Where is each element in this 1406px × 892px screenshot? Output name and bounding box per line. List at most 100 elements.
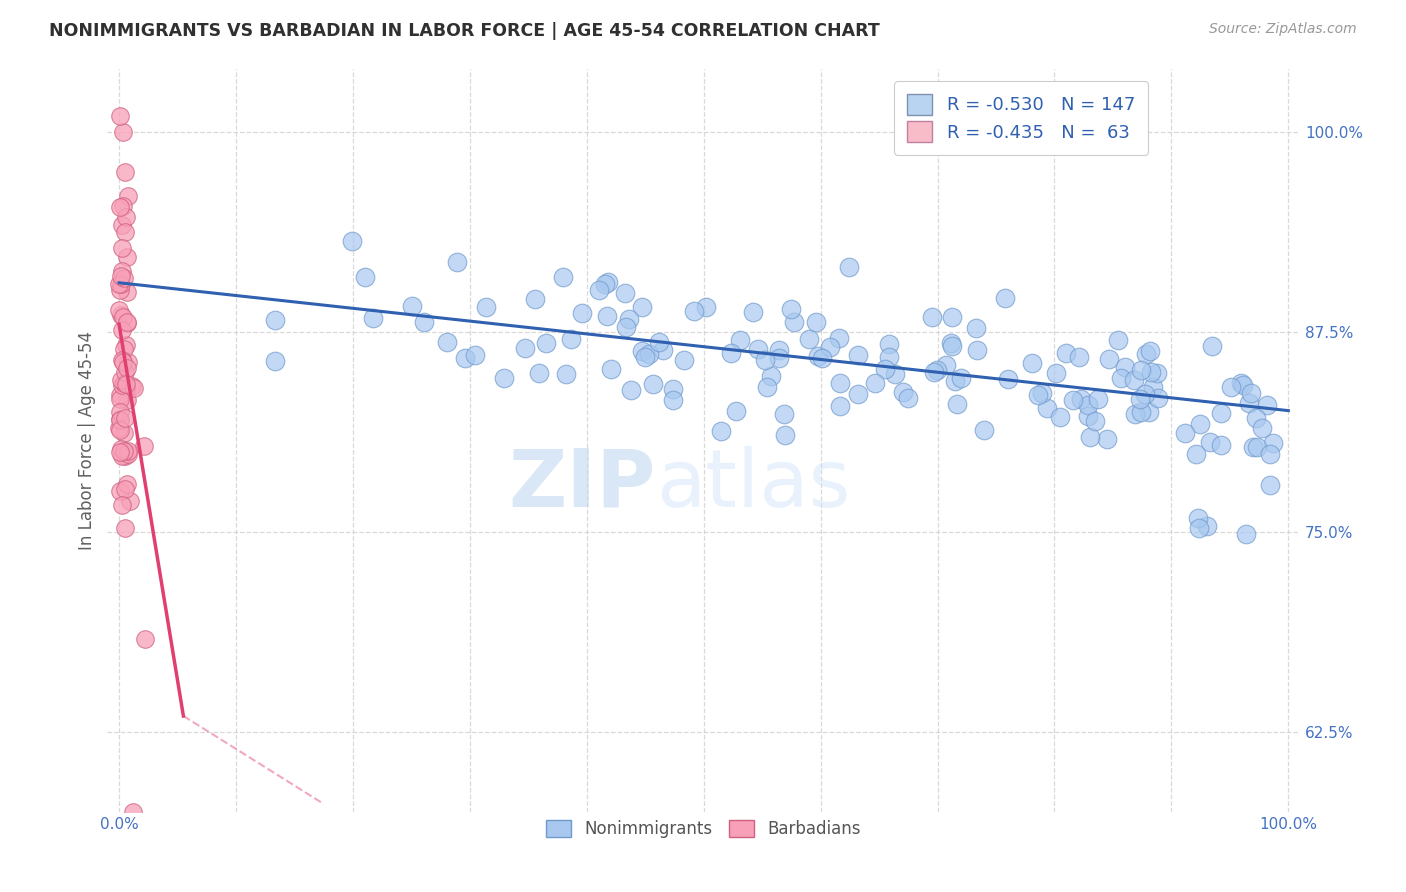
Point: [1139, 343, 1161, 358]
Point: [108, 405, 131, 419]
Point: [1209, 407, 1232, 421]
Point: [773, 428, 796, 442]
Point: [1129, 405, 1152, 419]
Point: [648, 334, 671, 349]
Point: [108, 412, 131, 426]
Point: [807, 349, 830, 363]
Point: [117, 355, 139, 369]
Point: [108, 412, 131, 426]
Point: [1187, 510, 1209, 524]
Point: [122, 381, 145, 395]
Point: [1109, 370, 1132, 384]
Point: [114, 165, 136, 179]
Point: [1199, 434, 1222, 449]
Point: [571, 306, 593, 320]
Point: [132, 439, 155, 453]
Point: [614, 285, 637, 300]
Point: [454, 351, 477, 365]
Point: [1107, 333, 1129, 347]
Point: [115, 392, 138, 407]
Point: [619, 312, 641, 326]
Point: [720, 346, 742, 360]
Point: [672, 352, 695, 367]
Point: [112, 425, 135, 440]
Point: [620, 383, 643, 397]
Point: [1146, 392, 1168, 406]
Point: [593, 277, 616, 292]
Point: [464, 348, 486, 362]
Point: [108, 423, 131, 437]
Point: [1077, 398, 1099, 412]
Point: [1095, 432, 1118, 446]
Point: [768, 351, 790, 365]
Point: [108, 277, 131, 292]
Point: [1260, 447, 1282, 461]
Point: [747, 342, 769, 356]
Point: [884, 367, 907, 381]
Point: [108, 392, 131, 406]
Point: [115, 316, 138, 330]
Point: [683, 304, 706, 318]
Point: [111, 218, 134, 232]
Point: [108, 302, 131, 317]
Point: [730, 333, 752, 347]
Point: [111, 126, 134, 140]
Point: [1045, 366, 1067, 380]
Point: [865, 376, 887, 390]
Point: [115, 338, 138, 352]
Y-axis label: In Labor Force | Age 45-54: In Labor Force | Age 45-54: [79, 331, 96, 549]
Point: [966, 343, 988, 357]
Point: [534, 336, 557, 351]
Point: [921, 310, 943, 324]
Point: [1021, 356, 1043, 370]
Point: [112, 270, 135, 285]
Point: [811, 351, 834, 366]
Point: [614, 320, 637, 334]
Point: [117, 189, 139, 203]
Point: [114, 225, 136, 239]
Point: [524, 293, 547, 307]
Point: [527, 366, 550, 380]
Point: [560, 332, 582, 346]
Point: [588, 283, 610, 297]
Text: ZIP: ZIP: [509, 446, 657, 524]
Point: [122, 805, 145, 819]
Point: [631, 344, 654, 359]
Text: atlas: atlas: [657, 446, 851, 524]
Point: [1260, 477, 1282, 491]
Text: Source: ZipAtlas.com: Source: ZipAtlas.com: [1209, 22, 1357, 37]
Point: [1250, 420, 1272, 434]
Point: [1084, 414, 1107, 428]
Point: [111, 241, 134, 255]
Point: [114, 521, 136, 535]
Point: [994, 291, 1017, 305]
Point: [1129, 392, 1152, 407]
Point: [641, 376, 664, 391]
Point: [446, 255, 468, 269]
Point: [1122, 373, 1144, 387]
Point: [661, 392, 683, 407]
Point: [264, 312, 287, 326]
Point: [115, 377, 138, 392]
Point: [1246, 440, 1268, 454]
Point: [1230, 376, 1253, 390]
Point: [631, 300, 654, 314]
Point: [941, 338, 963, 352]
Point: [754, 353, 776, 368]
Point: [756, 380, 779, 394]
Point: [114, 365, 136, 379]
Point: [922, 365, 945, 379]
Point: [115, 315, 138, 329]
Point: [634, 351, 657, 365]
Point: [353, 270, 375, 285]
Point: [114, 210, 136, 224]
Point: [838, 260, 860, 275]
Point: [710, 424, 733, 438]
Point: [945, 374, 967, 388]
Point: [1189, 417, 1212, 431]
Point: [1240, 385, 1263, 400]
Point: [115, 360, 138, 375]
Point: [401, 299, 423, 313]
Point: [1142, 380, 1164, 394]
Point: [111, 310, 134, 324]
